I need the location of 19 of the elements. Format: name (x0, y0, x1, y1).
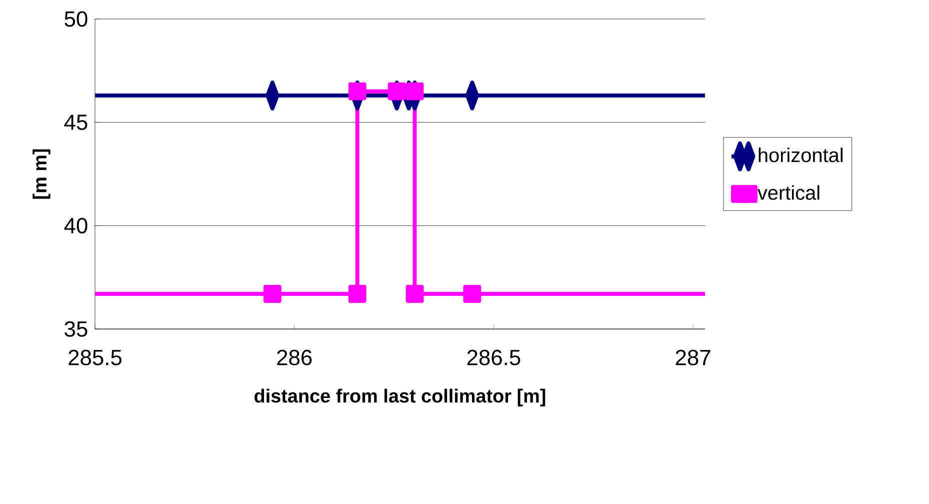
point (406, 82, 424, 100)
x-axis-title: distance from last collimator [m] (254, 388, 546, 406)
legend-label: horizontal (758, 148, 842, 162)
x-tick-label: 287 (676, 350, 710, 366)
x-tick-label: 286 (277, 350, 312, 366)
y-tick-label: 35 (64, 321, 88, 337)
y-axis-title: [m m] (32, 149, 50, 199)
y-tick-label: 45 (64, 114, 88, 130)
point (348, 284, 366, 303)
point (463, 284, 482, 303)
x-tick-label: 285.5 (68, 350, 122, 366)
y-tick-label: 40 (64, 218, 88, 234)
y-tick-label: 50 (64, 11, 88, 27)
x-tick-label: 286.5 (467, 350, 520, 366)
point (406, 284, 424, 303)
point (263, 284, 282, 303)
point (388, 82, 406, 100)
point (348, 82, 366, 100)
legend-label: vertical (758, 185, 820, 200)
